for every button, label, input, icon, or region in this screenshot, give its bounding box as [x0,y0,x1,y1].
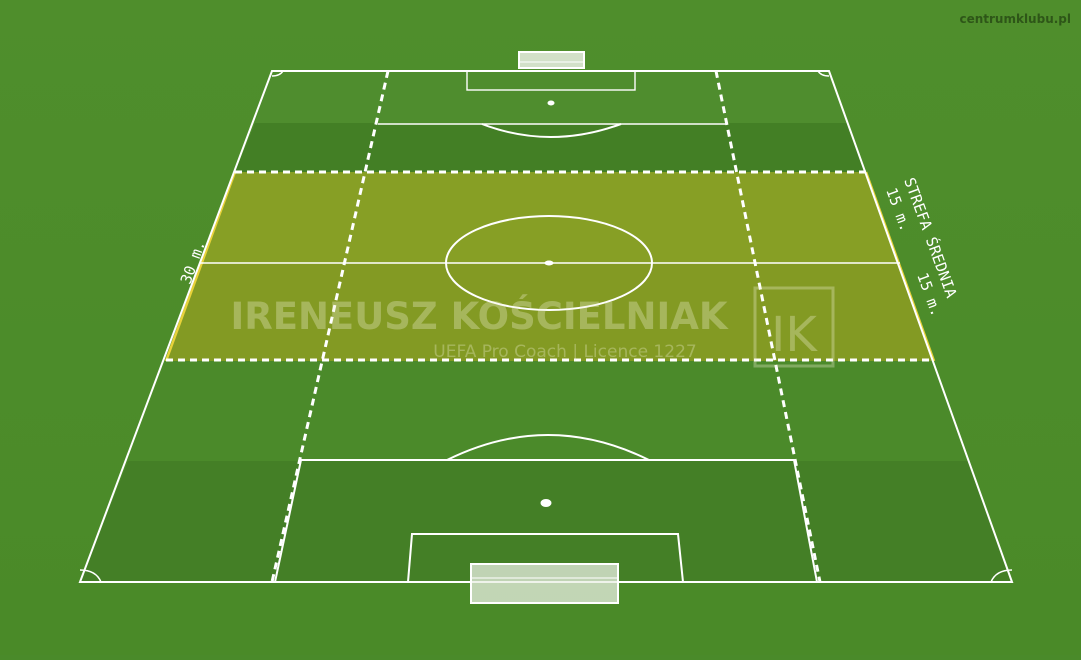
bottom-penalty-spot [540,499,552,507]
middle-zone-highlight [166,172,934,361]
grass-stripe [80,461,1012,582]
site-credit[interactable]: centrumklubu.pl [959,12,1071,26]
bottom-goal [470,563,619,604]
corner-arc [990,569,1013,583]
grass-stripe [255,71,848,123]
corner-arc [817,70,830,77]
top-goal [518,51,585,69]
top-goal-area [466,70,636,91]
zone-left-edge [164,171,237,362]
corner-arc [79,569,102,583]
bottom-penalty-area [274,459,818,583]
bottom-penalty-arc [446,434,650,461]
pitch-boundary [78,70,1014,583]
top-penalty-spot [547,100,555,106]
grass-stripe [128,361,970,461]
channel-left-dashed-line [270,70,390,583]
watermark-logo: IK [771,307,818,363]
channel-right-dashed-line [714,70,822,583]
top-penalty-arc [481,123,622,138]
watermark-subtitle: UEFA Pro Coach | Licence 1227 [433,342,696,362]
grass-stripe [235,123,866,172]
centre-spot [544,260,554,266]
centre-circle [445,215,653,311]
bottom-goal-area [407,533,684,583]
corner-arc [271,70,284,77]
watermark: IRENEUSZ KOŚCIELNIAK UEFA Pro Coach | Li… [230,286,835,368]
watermark-logo-frame [753,286,835,368]
watermark-name: IRENEUSZ KOŚCIELNIAK [230,294,728,338]
